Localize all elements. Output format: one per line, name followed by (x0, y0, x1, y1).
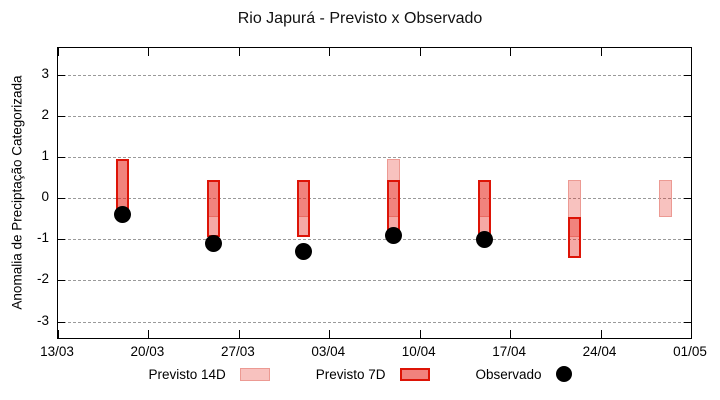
forecast-7d-bar (568, 216, 582, 258)
y-tick-mark (684, 157, 691, 158)
x-tick-label: 03/04 (311, 344, 346, 359)
grid-line (58, 280, 691, 282)
y-tick-mark (58, 239, 65, 241)
y-tick-mark (684, 198, 691, 200)
y-tick-label: -3 (36, 312, 49, 328)
y-tick-mark (684, 321, 691, 323)
forecast-7d-bar (206, 179, 220, 238)
grid-line (58, 115, 691, 117)
plot-area (57, 47, 692, 339)
x-tick-mark (600, 48, 602, 56)
legend-item: Previsto 7D (316, 367, 430, 382)
grid-line (58, 74, 691, 76)
y-tick-mark (58, 198, 65, 200)
y-tick-mark (684, 280, 691, 282)
x-tick-label: 24/04 (582, 344, 617, 359)
y-tick-mark (58, 157, 65, 158)
chart-title: Rio Japurá - Previsto x Observado (237, 10, 483, 27)
y-tick-label: 0 (41, 189, 49, 205)
y-tick-mark (684, 115, 691, 117)
x-tick-label: 10/04 (401, 344, 436, 359)
y-tick-label: 1 (41, 148, 49, 163)
y-tick-mark (684, 239, 691, 241)
legend-item: Observado (476, 366, 572, 382)
y-tick-label: -1 (36, 230, 49, 246)
x-tick-mark (691, 48, 692, 56)
y-tick-label: 3 (41, 65, 49, 81)
x-tick-mark (58, 48, 59, 56)
forecast-7d-bar (296, 179, 310, 238)
observed-dot (475, 230, 493, 248)
y-tick-mark (58, 321, 65, 323)
x-tick-mark (419, 48, 421, 56)
grid-line (58, 321, 691, 323)
y-tick-mark (58, 280, 65, 282)
y-tick-mark (684, 74, 691, 76)
x-tick-mark (329, 48, 331, 56)
y-tick-mark (58, 74, 65, 76)
y-tick-label: -2 (36, 271, 49, 287)
legend-observed-dot (555, 366, 572, 382)
x-tick-mark (238, 330, 240, 338)
x-tick-mark (691, 330, 692, 338)
observed-dot (204, 234, 222, 252)
forecast-7d-bar (477, 179, 491, 238)
x-tick-mark (148, 330, 150, 338)
legend-swatch-7d (399, 367, 430, 381)
x-tick-label: 27/03 (220, 344, 255, 359)
grid-line (58, 198, 691, 200)
grid-line (58, 239, 691, 241)
x-tick-mark (238, 48, 240, 56)
grid-line (58, 157, 691, 158)
legend-swatch-14d (239, 367, 270, 381)
observed-dot (385, 226, 403, 244)
observed-dot (114, 206, 132, 224)
y-tick-label: 2 (41, 106, 49, 122)
x-tick-mark (148, 48, 150, 56)
x-tick-mark (600, 330, 602, 338)
x-tick-mark (419, 330, 421, 338)
x-tick-mark (510, 48, 512, 56)
x-tick-label: 13/03 (40, 344, 74, 359)
y-tick-mark (58, 115, 65, 117)
legend-label: Previsto 14D (148, 366, 226, 382)
x-tick-label: 17/04 (492, 344, 527, 359)
x-tick-mark (58, 330, 59, 338)
x-tick-label: 01/05 (673, 344, 707, 359)
legend-label: Previsto 7D (315, 366, 386, 382)
forecast-14d-bar (658, 179, 672, 217)
legend-label: Observado (475, 366, 542, 382)
observed-dot (294, 243, 312, 261)
legend: Previsto 14D Previsto 7D Observado (0, 366, 720, 382)
x-tick-mark (329, 330, 331, 338)
x-tick-mark (510, 330, 512, 338)
forecast-14d-bar (568, 179, 582, 238)
legend-item: Previsto 14D (148, 366, 270, 382)
x-tick-label: 20/03 (130, 344, 165, 359)
